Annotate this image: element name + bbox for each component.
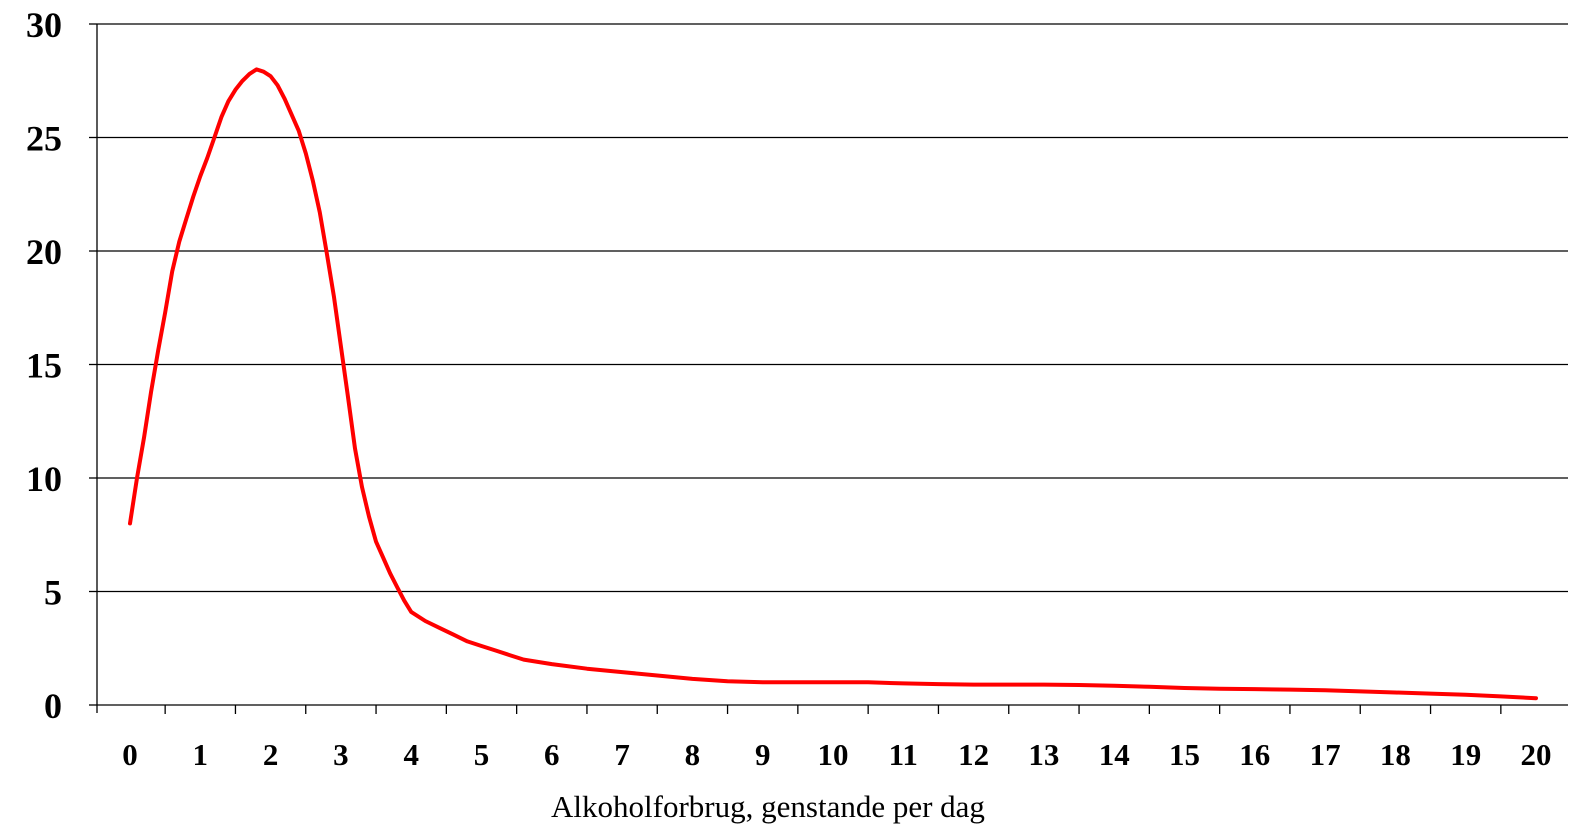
x-tick-label: 20 [1521,737,1552,772]
y-tick-label: 10 [26,459,62,499]
x-tick-label: 17 [1310,737,1341,772]
x-axis-ticks: 0 1 2 3 4 5 6 7 8 9 10 11 12 13 14 15 16 17 18 19 20 [122,737,1551,772]
x-tick-label: 12 [958,737,989,772]
y-tick-label: 20 [26,232,62,272]
x-tick-label: 4 [403,737,419,772]
x-tick-label: 7 [614,737,630,772]
x-tick-label: 6 [544,737,560,772]
x-tick-label: 13 [1028,737,1059,772]
x-tick-label: 2 [263,737,279,772]
y-tick-label: 0 [44,686,62,726]
y-tick-label: 5 [44,573,62,613]
x-tick-label: 14 [1099,737,1130,772]
y-axis-ticks: 0 5 10 15 20 25 30 [26,5,62,726]
y-tick-label: 25 [26,119,62,159]
x-tick-label: 16 [1239,737,1270,772]
y-tick-label: 30 [26,5,62,45]
y-tick-label: 15 [26,346,62,386]
x-tick-label: 8 [685,737,701,772]
x-tick-label: 11 [889,737,918,772]
x-tick-label: 15 [1169,737,1200,772]
x-tick-label: 9 [755,737,771,772]
series-layer [128,67,1538,701]
x-tick-label: 19 [1450,737,1481,772]
x-tick-label: 3 [333,737,349,772]
x-axis-label: Alkoholforbrug, genstande per dag [551,789,985,824]
x-tick-label: 0 [122,737,138,772]
x-tick-label: 5 [474,737,490,772]
x-tick-label: 10 [818,737,849,772]
x-tick-label: 18 [1380,737,1411,772]
series-line-0 [128,67,1538,701]
axes [89,23,1568,714]
gridlines [97,23,1568,593]
x-tick-label: 1 [193,737,209,772]
